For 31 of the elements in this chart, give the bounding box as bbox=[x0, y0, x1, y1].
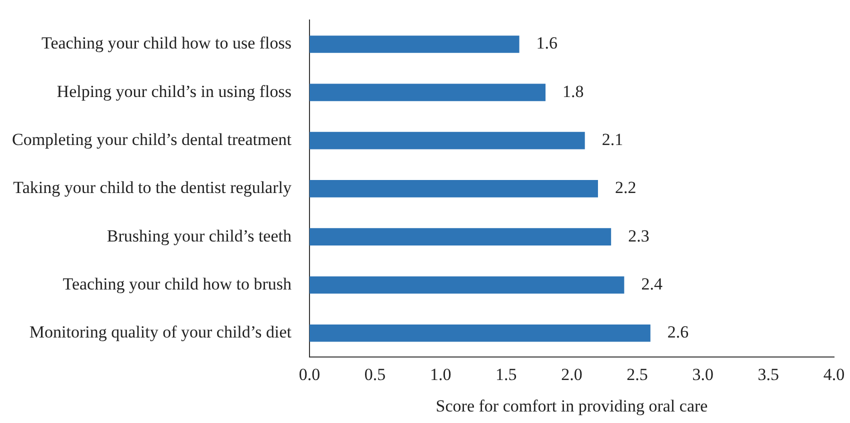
y-tick-label: Helping your child’s in using floss bbox=[56, 82, 292, 101]
bar bbox=[309, 180, 598, 198]
y-tick-label: Completing your child’s dental treatment bbox=[12, 130, 292, 150]
x-tick-label: 3.0 bbox=[692, 364, 714, 384]
x-tick-label: 4.0 bbox=[823, 364, 845, 384]
data-label: 1.6 bbox=[536, 34, 558, 53]
y-tick-label: Teaching your child how to brush bbox=[62, 274, 292, 294]
bar bbox=[309, 324, 650, 342]
y-tick-label: Taking your child to the dentist regularly bbox=[13, 178, 292, 198]
bar bbox=[309, 228, 612, 246]
x-tick-label: 0.5 bbox=[364, 364, 386, 384]
data-label: 1.8 bbox=[562, 82, 584, 101]
x-tick-label: 1.5 bbox=[496, 364, 517, 384]
y-tick-label: Brushing your child’s teeth bbox=[106, 226, 292, 246]
x-tick-label: 1.0 bbox=[430, 364, 452, 384]
x-tick-label: 0.0 bbox=[298, 364, 320, 384]
x-tick-label: 2.0 bbox=[561, 364, 582, 384]
data-label: 2.1 bbox=[602, 130, 624, 150]
bar bbox=[309, 84, 546, 102]
x-tick-label: 2.5 bbox=[626, 364, 648, 384]
x-axis-title: Score for comfort in providing oral care bbox=[436, 396, 708, 416]
data-label: 2.3 bbox=[628, 226, 650, 246]
y-tick-label: Teaching your child how to use floss bbox=[41, 34, 292, 53]
bar bbox=[309, 132, 585, 150]
y-tick-label: Monitoring quality of your child’s diet bbox=[29, 322, 292, 342]
data-label: 2.2 bbox=[614, 178, 636, 198]
x-tick-label: 3.5 bbox=[758, 364, 780, 384]
data-label: 2.6 bbox=[667, 322, 689, 342]
bar bbox=[309, 276, 624, 294]
data-label: 2.4 bbox=[641, 274, 663, 294]
bar bbox=[309, 36, 520, 53]
